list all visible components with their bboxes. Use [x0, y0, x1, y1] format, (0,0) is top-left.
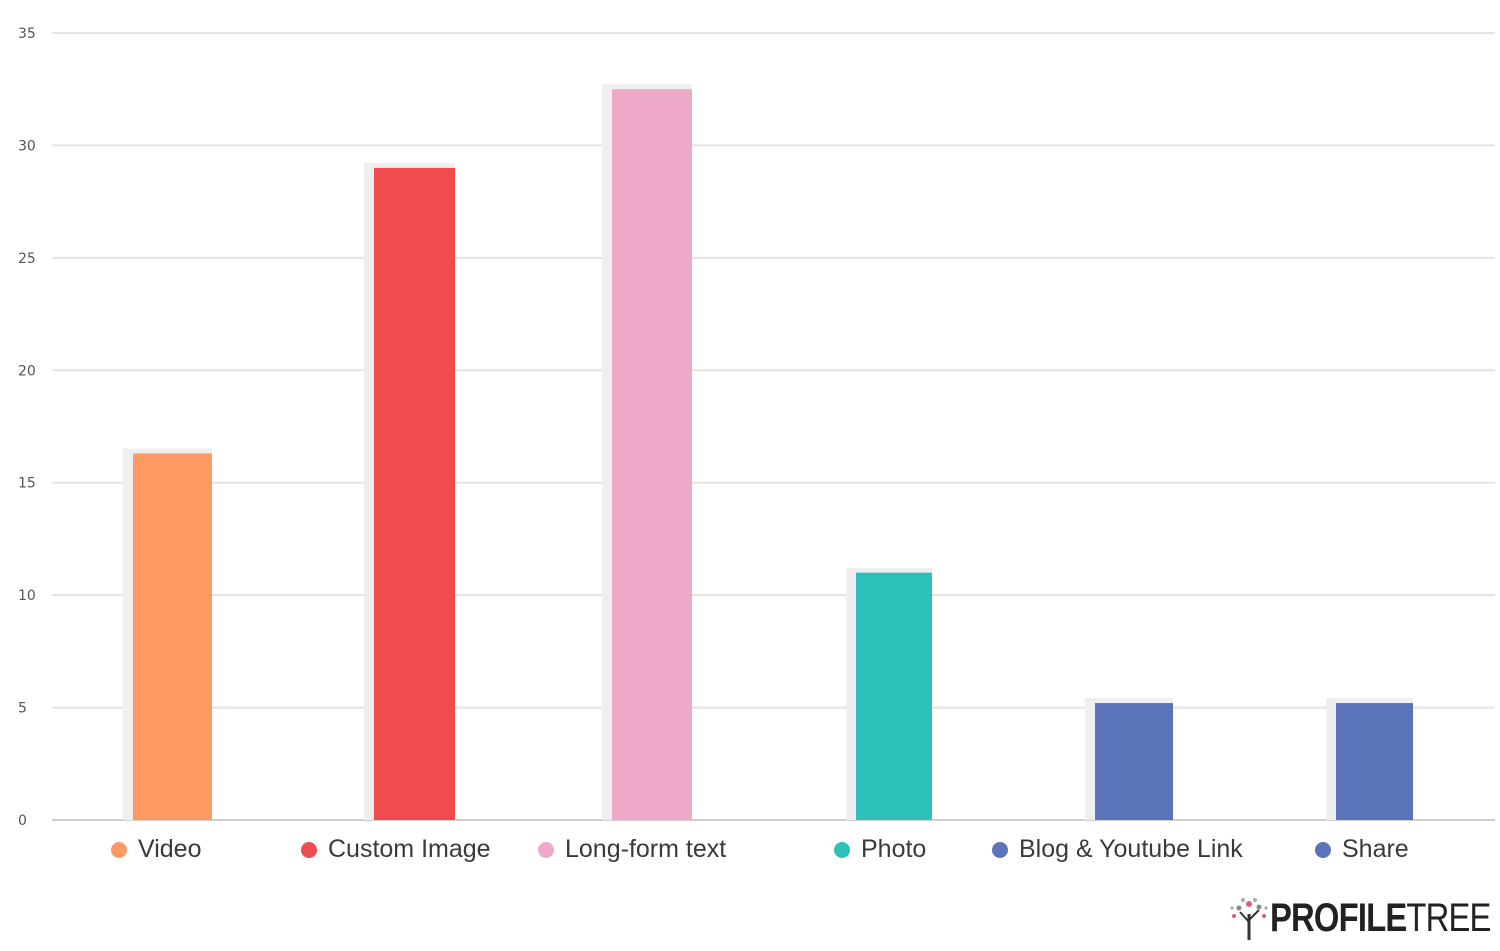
profiletree-logo: PROFILETREE	[1228, 893, 1500, 943]
logo-bold: PROFILE	[1270, 895, 1407, 940]
bar-long-form-text	[612, 89, 692, 820]
y-tick-label: 20	[18, 363, 36, 379]
category-label: Photo	[861, 835, 926, 863]
bar-share	[1336, 703, 1413, 820]
logo-wordmark: PROFILETREE	[1270, 896, 1491, 941]
y-tick-label: 15	[18, 476, 36, 492]
legend-dot	[834, 842, 850, 858]
y-tick-label: 0	[18, 813, 27, 829]
y-tick-label: 10	[18, 588, 36, 604]
legend-dot	[111, 842, 127, 858]
y-tick-label: 5	[18, 701, 27, 717]
y-tick-label: 35	[18, 26, 36, 42]
bar-blog-youtube-link	[1095, 703, 1173, 820]
legend-dot	[301, 842, 317, 858]
y-axis-ticks: 0 5 10 15 20 25 30 35	[18, 26, 36, 829]
legend-dot	[538, 842, 554, 858]
category-label: Video	[138, 835, 202, 863]
tree-icon	[1230, 898, 1268, 940]
gridlines	[52, 32, 1495, 821]
legend-dot	[992, 842, 1008, 858]
category-label: Share	[1342, 835, 1409, 863]
bars	[123, 84, 1413, 820]
category-label: Custom Image	[328, 835, 491, 863]
logo-thin: TREE	[1406, 895, 1491, 940]
category-legend: Video Custom Image Long-form text Photo Blog…	[111, 835, 1409, 863]
bar-custom-image	[374, 167, 455, 820]
legend-dot	[1315, 842, 1331, 858]
bar-photo	[856, 572, 932, 820]
bar-video	[133, 453, 212, 820]
y-tick-label: 25	[18, 251, 36, 267]
category-label: Long-form text	[565, 835, 726, 863]
category-label: Blog & Youtube Link	[1019, 835, 1243, 863]
y-tick-label: 30	[18, 138, 36, 154]
